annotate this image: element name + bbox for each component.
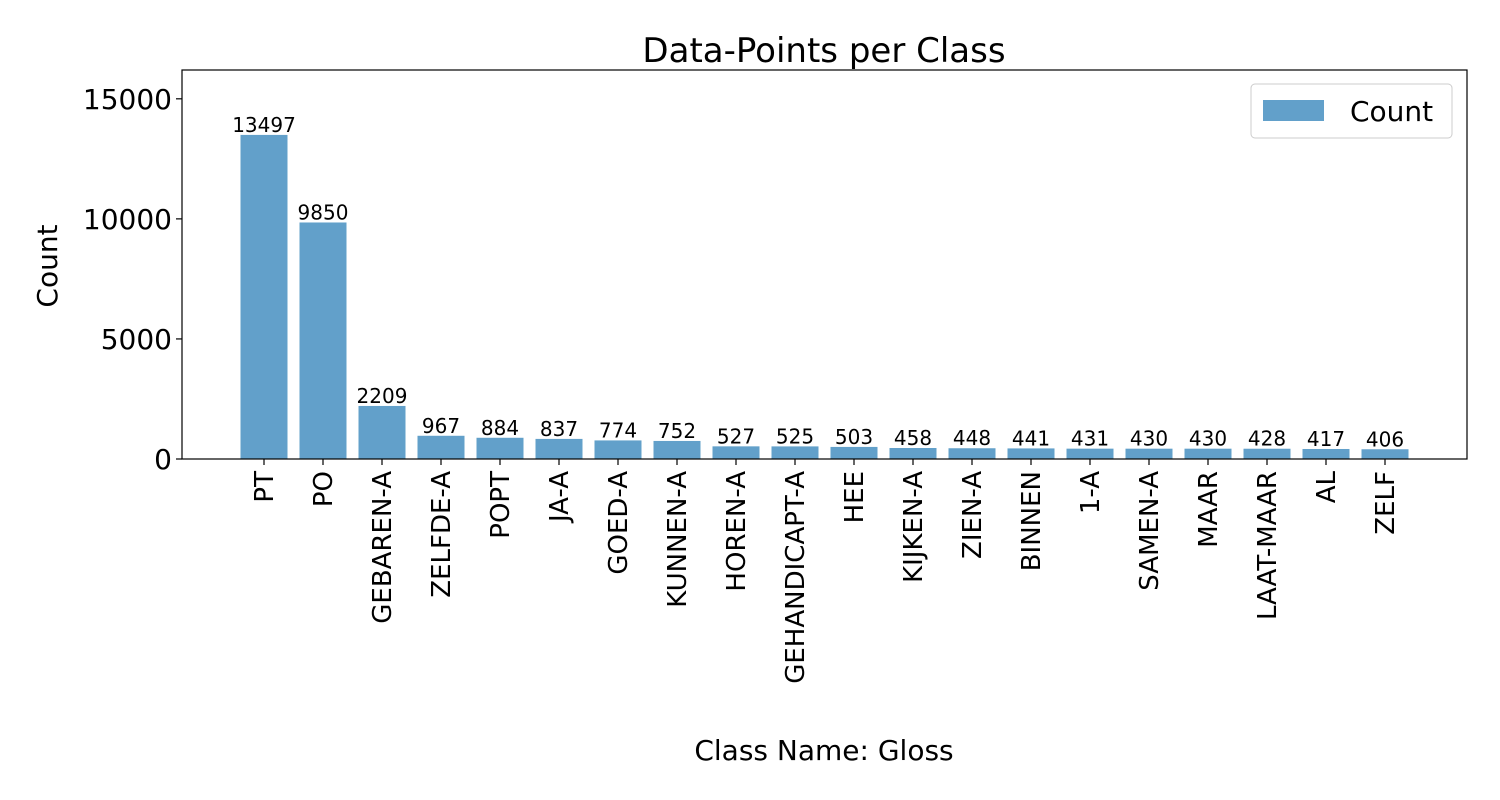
- data-label: 752: [658, 419, 696, 443]
- bar-zien-a: [948, 448, 996, 459]
- x-tick-label: LAAT-MAAR: [1253, 471, 1283, 620]
- bar-maar: [1184, 448, 1232, 459]
- data-label: 441: [1012, 426, 1050, 450]
- chart-title: Data-Points per Class: [642, 31, 1005, 71]
- data-label: 837: [540, 417, 578, 441]
- bar-popt: [476, 437, 524, 459]
- x-tick-label: MAAR: [1194, 471, 1224, 548]
- bar-al: [1302, 448, 1350, 459]
- data-label: 774: [599, 418, 637, 442]
- x-tick-label: ZIEN-A: [958, 471, 988, 559]
- bar-pt: [240, 134, 288, 459]
- x-tick-label: SAMEN-A: [1135, 471, 1165, 591]
- bar-binnen: [1007, 448, 1055, 459]
- bar-hee: [830, 446, 878, 459]
- bar-goed-a: [594, 440, 642, 459]
- y-tick-label: 15000: [83, 83, 172, 116]
- data-label: 458: [894, 426, 932, 450]
- x-axis-label: Class Name: Gloss: [694, 734, 953, 767]
- bar-gebaren-a: [358, 405, 406, 459]
- data-label: 967: [422, 414, 460, 438]
- ticks-layer: PT PO GEBAREN-A ZELFDE-A POPT JA-A GOED-A KUNNE…: [83, 83, 1401, 684]
- data-label: 9850: [298, 200, 349, 224]
- bar-1-a: [1066, 448, 1114, 459]
- x-tick-label: POPT: [486, 471, 516, 539]
- data-label: 428: [1248, 427, 1286, 451]
- bars-layer: 13497 9850 2209 967 884 837 774 752 527 525 503 458…: [232, 113, 1409, 459]
- bar-kijken-a: [889, 448, 937, 459]
- bar-po: [299, 222, 347, 459]
- x-tick-label: JA-A: [545, 471, 575, 524]
- bar-laat-maar: [1243, 448, 1291, 459]
- x-tick-label: GEBAREN-A: [368, 471, 398, 624]
- data-label: 525: [776, 424, 814, 448]
- bar-zelf: [1361, 449, 1409, 459]
- y-axis-label: Count: [31, 224, 64, 307]
- y-tick-label: 10000: [83, 203, 172, 236]
- data-label: 431: [1071, 427, 1109, 451]
- x-tick-label: BINNEN: [1017, 471, 1047, 571]
- x-tick-label: GEHANDICAPT-A: [781, 471, 811, 684]
- bar-gehandicapt-a: [771, 446, 819, 459]
- data-label: 503: [835, 425, 873, 449]
- x-tick-label: 1-A: [1076, 471, 1106, 514]
- y-tick-label: 5000: [101, 323, 172, 356]
- bar-kunnen-a: [653, 440, 701, 459]
- data-label: 417: [1307, 427, 1345, 451]
- bar-horen-a: [712, 446, 760, 459]
- x-tick-label: HEE: [840, 471, 870, 523]
- y-tick-label: 0: [154, 443, 172, 476]
- legend-label: Count: [1350, 95, 1433, 128]
- data-label: 430: [1130, 427, 1168, 451]
- data-label: 527: [717, 424, 755, 448]
- data-label: 884: [481, 416, 519, 440]
- x-tick-label: KUNNEN-A: [663, 471, 693, 608]
- plot-frame: [181, 69, 1468, 460]
- data-label: 448: [953, 426, 991, 450]
- bar-ja-a: [535, 438, 583, 459]
- legend-swatch: [1263, 100, 1324, 121]
- x-tick-label: PT: [250, 471, 280, 503]
- x-tick-label: GOED-A: [604, 471, 634, 575]
- x-tick-label: AL: [1312, 470, 1342, 503]
- x-tick-label: PO: [309, 471, 339, 507]
- legend: Count: [1250, 83, 1453, 139]
- x-tick-label: KIJKEN-A: [899, 471, 929, 583]
- x-tick-label: ZELFDE-A: [427, 471, 457, 598]
- data-label: 430: [1189, 427, 1227, 451]
- data-label: 406: [1366, 427, 1404, 451]
- data-label: 13497: [232, 113, 296, 137]
- data-label: 2209: [357, 384, 408, 408]
- x-tick-label: HOREN-A: [722, 471, 752, 592]
- bar-samen-a: [1125, 448, 1173, 459]
- bar-zelfde-a: [417, 435, 465, 459]
- legend-box: [1250, 83, 1453, 139]
- x-tick-label: ZELF: [1371, 471, 1401, 535]
